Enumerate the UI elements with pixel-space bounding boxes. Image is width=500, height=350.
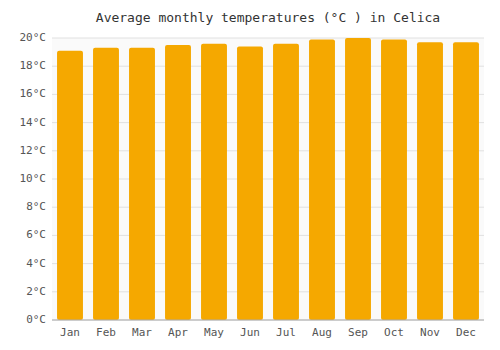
x-tick-label: Jun <box>240 326 260 339</box>
grid-line <box>52 320 484 321</box>
bar <box>453 42 479 320</box>
y-tick-label: 2°C <box>26 285 46 298</box>
bar <box>57 51 83 320</box>
bar <box>381 39 407 320</box>
x-tick-label: May <box>204 326 224 339</box>
y-tick-label: 4°C <box>26 257 46 270</box>
title: Average monthly temperatures (°C ) in Ce… <box>96 10 440 25</box>
bar <box>309 39 335 320</box>
y-tick-label: 20°C <box>20 31 47 44</box>
chart: 0°C 2°C 4°C 6°C 8°C 10°C 12°C 14°C 16°C 18°C 20°C J… <box>0 0 500 350</box>
y-tick-label: 6°C <box>26 228 46 241</box>
y-tick-label: 18°C <box>20 59 47 72</box>
chart-container: 0°C 2°C 4°C 6°C 8°C 10°C 12°C 14°C 16°C 18°C 20°C J… <box>0 0 500 350</box>
y-tick-label: 10°C <box>20 172 47 185</box>
x-tick-label: Jan <box>60 326 80 339</box>
bar <box>129 48 155 320</box>
y-axis: 0°C 2°C 4°C 6°C 8°C 10°C 12°C 14°C 16°C 18°C 20°C <box>20 31 47 326</box>
bar <box>93 48 119 320</box>
bar <box>165 45 191 320</box>
x-tick-label: Mar <box>132 326 152 339</box>
y-tick-label: 14°C <box>20 116 47 129</box>
y-tick-label: 0°C <box>26 313 46 326</box>
x-tick-label: Jul <box>276 326 296 339</box>
x-tick-label: Nov <box>420 326 440 339</box>
x-tick-label: Oct <box>384 326 404 339</box>
x-tick-label: Sep <box>348 326 368 339</box>
x-tick-label: Apr <box>168 326 188 339</box>
bar <box>273 44 299 320</box>
grid-line <box>52 38 484 39</box>
y-tick-label: 16°C <box>20 87 47 100</box>
bar <box>237 46 263 320</box>
y-tick-label: 12°C <box>20 144 47 157</box>
x-tick-label: Dec <box>456 326 476 339</box>
x-tick-label: Aug <box>312 326 332 339</box>
bars <box>57 38 479 320</box>
x-tick-label: Feb <box>96 326 116 339</box>
x-axis: Jan Feb Mar Apr May Jun Jul Aug Sep Oct Nov Dec <box>60 326 476 339</box>
plot-background <box>52 38 484 320</box>
y-tick-label: 8°C <box>26 200 46 213</box>
bar <box>201 44 227 320</box>
grid <box>52 38 484 320</box>
x-axis-line <box>52 320 484 321</box>
bar <box>345 38 371 320</box>
bar <box>417 42 443 320</box>
